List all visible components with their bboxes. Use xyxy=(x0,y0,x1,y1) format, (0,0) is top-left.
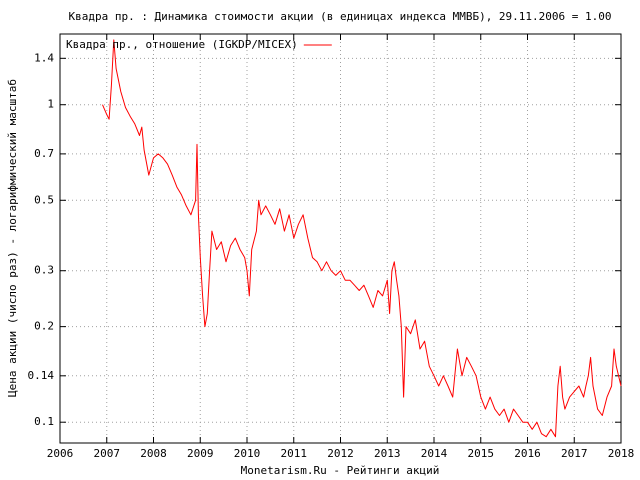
x-tick-label: 2017 xyxy=(561,447,588,460)
x-tick-label: 2009 xyxy=(187,447,214,460)
x-tick-label: 2011 xyxy=(281,447,308,460)
x-tick-label: 2018 xyxy=(608,447,635,460)
plot-frame xyxy=(59,33,622,444)
y-axis-label: Цена акции (число раз) - логарифмический… xyxy=(6,79,19,397)
x-tick-label: 2013 xyxy=(374,447,401,460)
x-tick-label: 2010 xyxy=(234,447,261,460)
y-tick-label: 0.2 xyxy=(34,320,54,333)
x-tick-label: 2014 xyxy=(421,447,448,460)
legend-label: Квадра пр., отношение (IGKDP/MICEX) xyxy=(66,38,298,51)
x-tick-label: 2012 xyxy=(327,447,354,460)
y-tick-label: 0.5 xyxy=(34,193,54,206)
x-tick-label: 2008 xyxy=(140,447,167,460)
chart-title: Квадра пр. : Динамика стоимости акции (в… xyxy=(68,10,611,23)
x-tick-label: 2006 xyxy=(47,447,74,460)
y-tick-label: 1 xyxy=(47,98,54,111)
y-tick-label: 1.4 xyxy=(34,51,54,64)
data-line xyxy=(102,39,622,438)
y-tick-label: 0.3 xyxy=(34,264,54,277)
y-tick-label: 0.14 xyxy=(28,369,55,382)
x-tick-label: 2016 xyxy=(514,447,541,460)
y-tick-label: 0.1 xyxy=(34,415,54,428)
x-axis-label: Monetarism.Ru - Рейтинги акций xyxy=(241,464,440,477)
x-tick-label: 2015 xyxy=(468,447,495,460)
y-tick-label: 0.7 xyxy=(34,147,54,160)
x-tick-label: 2007 xyxy=(94,447,121,460)
